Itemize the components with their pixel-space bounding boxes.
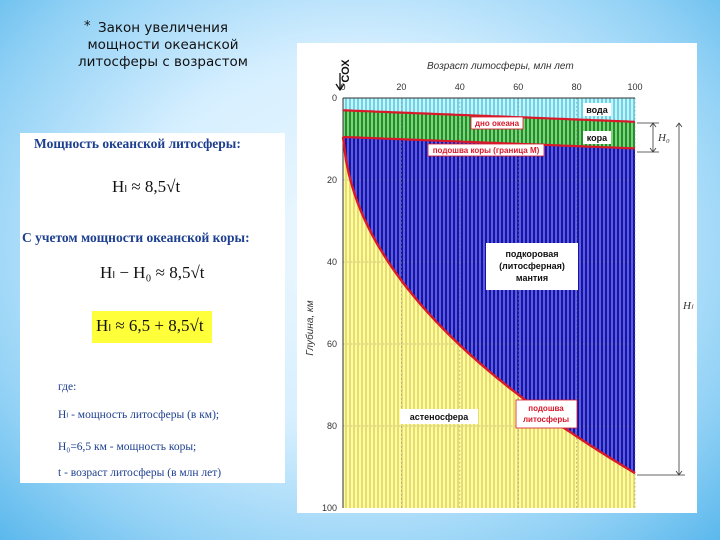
label-mantle-box bbox=[486, 243, 578, 290]
label-crust: кора bbox=[587, 133, 608, 143]
formula-lithosphere: Hₗ ≈ 8,5√t bbox=[112, 177, 181, 196]
label-ocean-floor-box bbox=[470, 116, 524, 130]
x-tick-label-0: 0 bbox=[340, 82, 345, 92]
y-tick-label-4: 80 bbox=[327, 421, 337, 431]
chart-svg: 0 20 40 60 80 100 0 20 40 60 80 100 Возраст литосфе… bbox=[304, 59, 694, 513]
crust-base-line bbox=[342, 135, 636, 150]
boundary-labels: дно океана подошва коры (граница М) подо… bbox=[427, 116, 578, 429]
ridge-arrow-icon bbox=[335, 73, 345, 92]
lithosphere-chart: 0 20 40 60 80 100 0 20 40 60 80 100 Возраст литосфе… bbox=[297, 43, 697, 513]
x-tick-label-2: 40 bbox=[455, 82, 465, 92]
definition-crust: H₀=6,5 км - мощность коры; bbox=[58, 441, 197, 453]
tick-labels: 0 20 40 60 80 100 0 20 40 60 80 100 bbox=[322, 82, 643, 513]
heading-crust-thickness: С учетом мощности океанской коры: bbox=[22, 230, 250, 245]
axes bbox=[342, 97, 635, 508]
slide-title: * Закон увеличения мощности океанской ли… bbox=[48, 19, 278, 71]
ridge-label: СОХ bbox=[340, 59, 352, 83]
definition-thickness: Hₗ - мощность литосферы (в км); bbox=[58, 409, 220, 421]
label-water: вода bbox=[586, 105, 609, 115]
y-tick-label-0: 0 bbox=[332, 93, 337, 103]
label-asthenosphere: астеносфера bbox=[410, 412, 470, 422]
label-asthenosphere-box bbox=[400, 409, 478, 424]
layer-labels: вода кора подкоровая (литосферная) мантия … bbox=[400, 103, 611, 424]
formula-final: Hₗ ≈ 6,5 + 8,5√t bbox=[96, 316, 204, 335]
ocean-floor-line bbox=[342, 109, 636, 123]
label-mantle: подкоровая (литосферная) мантия bbox=[499, 249, 565, 283]
title-line-3: литосферы с возрастом bbox=[78, 54, 248, 70]
x-tick-label-1: 20 bbox=[396, 82, 406, 92]
grid-lines bbox=[343, 98, 636, 508]
where-label: где: bbox=[58, 381, 77, 393]
layer-water bbox=[343, 98, 635, 122]
bracket-hl-arrows bbox=[675, 122, 683, 476]
label-moho-box bbox=[427, 143, 545, 157]
label-water-box bbox=[583, 103, 611, 116]
formula-crust-corrected: Hₗ − H₀ ≈ 8,5√t bbox=[100, 263, 205, 282]
label-h0: H₀ bbox=[657, 132, 670, 144]
title-bullet: * bbox=[84, 19, 91, 34]
title-line-1: Закон увеличения bbox=[97, 20, 229, 36]
x-tick-label-4: 80 bbox=[572, 82, 582, 92]
formula-panel: Мощность океанской литосферы: Hₗ ≈ 8,5√t… bbox=[20, 133, 285, 483]
y-tick-label-1: 20 bbox=[327, 175, 337, 185]
y-tick-label-2: 40 bbox=[327, 257, 337, 267]
layer-mantle bbox=[343, 137, 635, 474]
label-ocean-floor: дно океана bbox=[475, 119, 520, 128]
x-axis-label: Возраст литосферы, млн лет bbox=[427, 60, 574, 72]
y-axis-label: Глубина, км bbox=[304, 300, 316, 355]
x-tick-label-5: 100 bbox=[627, 82, 642, 92]
bracket-h0-arrows bbox=[649, 122, 657, 153]
label-hl: Hₗ bbox=[682, 300, 694, 312]
thickness-brackets bbox=[637, 122, 685, 476]
label-moho: подошва коры (граница М) bbox=[433, 146, 540, 155]
lithosphere-base-line bbox=[341, 136, 636, 475]
label-crust-box bbox=[583, 131, 611, 144]
x-tick-label-3: 60 bbox=[513, 82, 523, 92]
formula-highlight bbox=[92, 311, 212, 343]
definition-age: t - возраст литосферы (в млн лет) bbox=[58, 467, 222, 479]
y-tick-label-3: 60 bbox=[327, 339, 337, 349]
title-line-2: мощности океанской bbox=[87, 37, 239, 53]
y-tick-label-5: 100 bbox=[322, 503, 337, 513]
label-litho-base: подошва литосферы bbox=[523, 404, 569, 424]
label-litho-base-box bbox=[515, 399, 578, 429]
heading-lithosphere-thickness: Мощность океанской литосферы: bbox=[34, 136, 241, 151]
